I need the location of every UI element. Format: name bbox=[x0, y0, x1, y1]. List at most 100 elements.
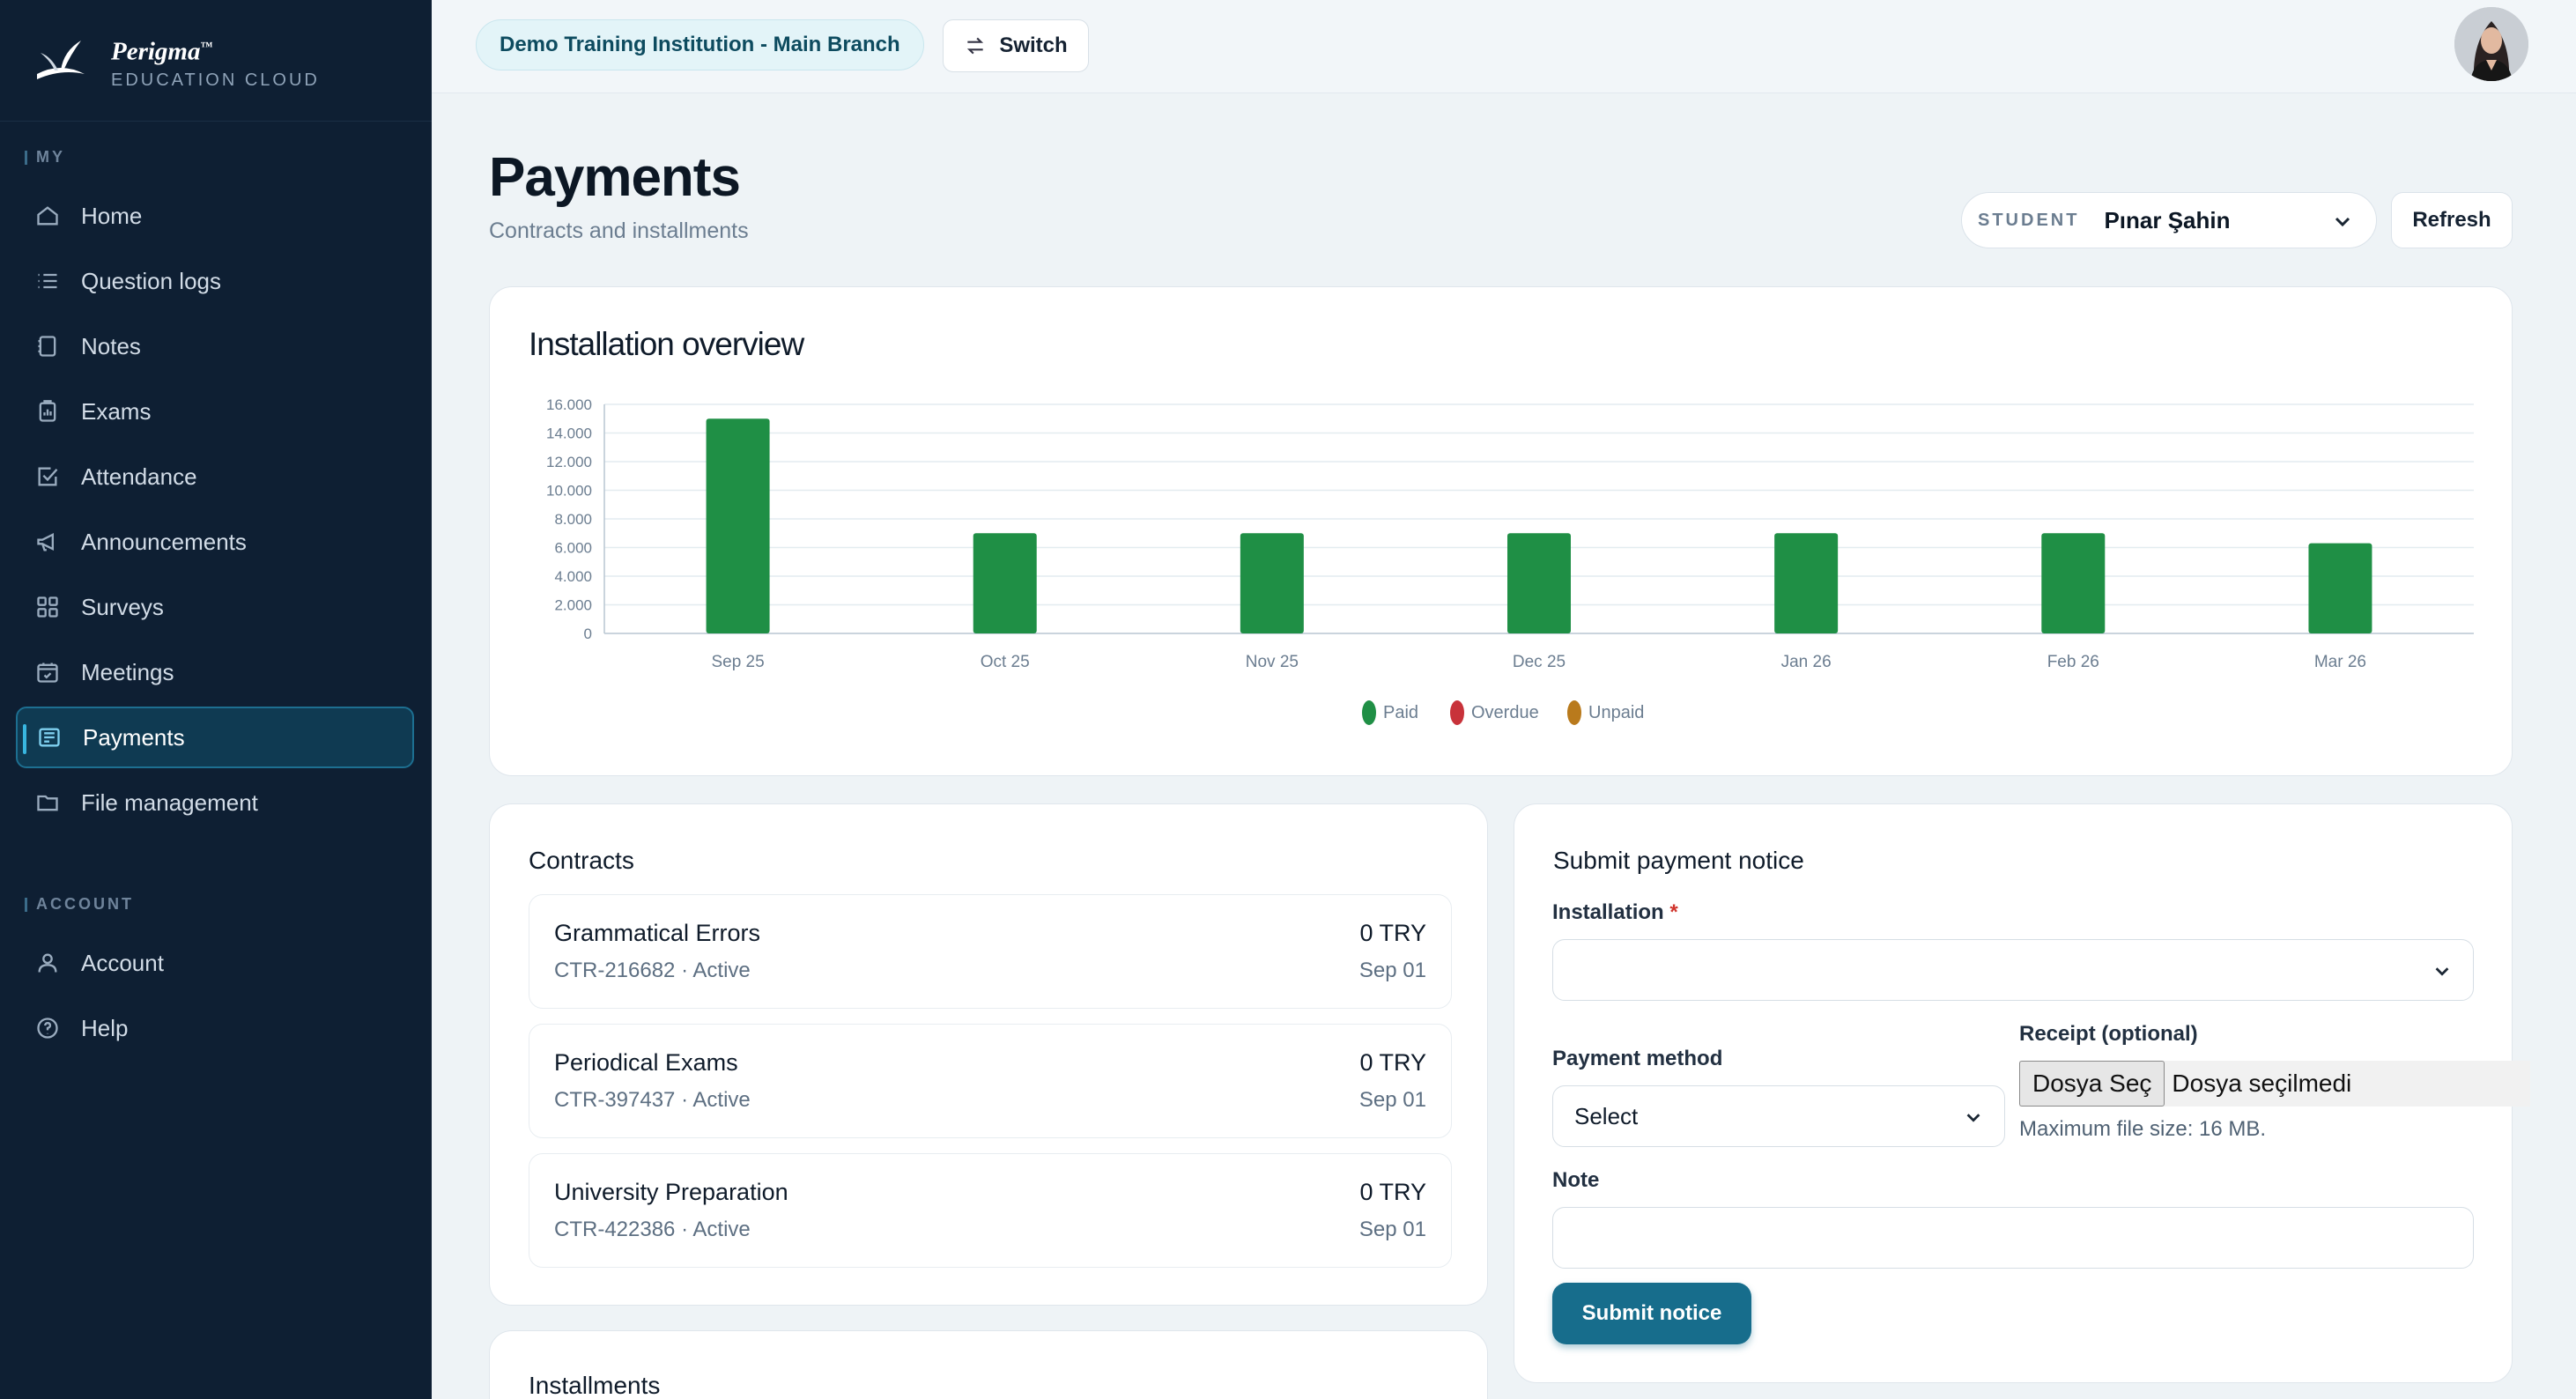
switch-button-label: Switch bbox=[999, 33, 1068, 57]
switch-branch-button[interactable]: Switch bbox=[943, 19, 1089, 72]
sidebar-item-file-management[interactable]: File management bbox=[16, 772, 414, 833]
calendar-check-icon bbox=[33, 658, 62, 686]
contract-meta: CTR-422386 · Active bbox=[554, 1218, 751, 1241]
section-label-my-text: MY bbox=[36, 148, 65, 166]
contract-meta: CTR-397437 · Active bbox=[554, 1088, 751, 1112]
sidebar-item-label: Payments bbox=[83, 723, 185, 751]
contract-row[interactable]: Periodical Exams CTR-397437 · Active 0 T… bbox=[529, 1024, 1452, 1138]
required-mark: * bbox=[1669, 900, 1678, 924]
sidebar-item-label: Meetings bbox=[81, 658, 174, 685]
contract-amount: 0 TRY bbox=[1359, 1179, 1426, 1205]
page-title: Payments bbox=[489, 147, 741, 208]
sidebar-item-label: Question logs bbox=[81, 267, 221, 294]
y-tick-label: 6.000 bbox=[554, 540, 592, 557]
legend-swatch bbox=[1362, 700, 1376, 725]
bar-paid bbox=[973, 533, 1037, 633]
section-label-my: MY bbox=[25, 148, 65, 167]
sidebar-item-attendance[interactable]: Attendance bbox=[16, 446, 414, 507]
installments-title: Installments bbox=[529, 1372, 661, 1399]
contract-row[interactable]: Grammatical Errors CTR-216682 · Active 0… bbox=[529, 894, 1452, 1009]
sidebar-item-home[interactable]: Home bbox=[16, 185, 414, 247]
note-label: Note bbox=[1552, 1168, 1600, 1192]
bar-paid bbox=[1507, 533, 1571, 633]
avatar-portrait-icon bbox=[2454, 7, 2528, 81]
section-label-account-text: ACCOUNT bbox=[36, 895, 134, 913]
payment-method-label: Payment method bbox=[1552, 1047, 1723, 1070]
legend-label: Overdue bbox=[1471, 703, 1539, 722]
sidebar-item-help[interactable]: Help bbox=[16, 997, 414, 1059]
brand-trademark: ™ bbox=[200, 41, 213, 55]
sidebar-item-notes[interactable]: Notes bbox=[16, 315, 414, 377]
page-subtitle: Contracts and installments bbox=[489, 218, 749, 243]
chevron-down-icon bbox=[2435, 967, 2449, 976]
sidebar-item-label: Exams bbox=[81, 397, 152, 425]
note-input[interactable] bbox=[1552, 1207, 2474, 1269]
student-name: Pınar Şahin bbox=[2104, 206, 2231, 233]
bar-paid bbox=[1240, 533, 1304, 633]
contract-name: Periodical Exams bbox=[554, 1049, 738, 1076]
receipt-label: Receipt (optional) bbox=[2019, 1022, 2198, 1046]
contract-name: University Preparation bbox=[554, 1179, 788, 1205]
contract-amount: 0 TRY bbox=[1359, 920, 1426, 946]
contract-row[interactable]: University Preparation CTR-422386 · Acti… bbox=[529, 1153, 1452, 1268]
payments-icon bbox=[35, 723, 63, 751]
bar-paid bbox=[2041, 533, 2106, 633]
x-tick-label: Mar 26 bbox=[2314, 653, 2366, 671]
check-square-icon bbox=[33, 463, 62, 491]
contract-date: Sep 01 bbox=[1358, 1218, 1426, 1241]
student-label: STUDENT bbox=[1978, 210, 2080, 230]
help-icon bbox=[33, 1014, 62, 1042]
contract-date: Sep 01 bbox=[1358, 959, 1426, 982]
contracts-title: Contracts bbox=[529, 847, 634, 874]
sidebar-item-account[interactable]: Account bbox=[16, 932, 414, 994]
sidebar-item-surveys[interactable]: Surveys bbox=[16, 576, 414, 638]
submit-notice-button[interactable]: Submit notice bbox=[1552, 1283, 1751, 1344]
brand[interactable]: Perigma™ EDUCATION CLOUD bbox=[32, 26, 320, 97]
sidebar-item-label: Help bbox=[81, 1014, 129, 1041]
user-icon bbox=[33, 949, 62, 977]
sidebar-item-label: Surveys bbox=[81, 593, 164, 620]
receipt-file-input[interactable]: Dosya Seç Dosya seçilmedi bbox=[2019, 1061, 2530, 1107]
bar-paid bbox=[706, 418, 770, 633]
chevron-down-icon bbox=[2335, 217, 2350, 227]
file-status: Dosya seçilmedi bbox=[2172, 1070, 2352, 1097]
sidebar-item-exams[interactable]: Exams bbox=[16, 381, 414, 442]
x-tick-label: Dec 25 bbox=[1513, 653, 1566, 671]
legend-label: Unpaid bbox=[1588, 703, 1644, 722]
sidebar-item-meetings[interactable]: Meetings bbox=[16, 641, 414, 703]
branch-badge[interactable]: Demo Training Institution - Main Branch bbox=[476, 19, 924, 70]
legend-label: Paid bbox=[1383, 703, 1418, 722]
y-tick-label: 8.000 bbox=[554, 511, 592, 528]
file-size-hint: Maximum file size: 16 MB. bbox=[2019, 1117, 2267, 1141]
y-tick-label: 4.000 bbox=[554, 568, 592, 585]
payment-method-select[interactable]: Select bbox=[1552, 1085, 2005, 1147]
sidebar-item-label: Home bbox=[81, 202, 143, 229]
contract-meta: CTR-216682 · Active bbox=[554, 959, 751, 982]
sidebar-item-announcements[interactable]: Announcements bbox=[16, 511, 414, 573]
book-feather-logo-icon bbox=[37, 41, 85, 79]
sidebar-item-question-logs[interactable]: Question logs bbox=[16, 250, 414, 312]
sidebar-item-label: Account bbox=[81, 949, 164, 976]
sidebar-item-label: Announcements bbox=[81, 528, 247, 555]
megaphone-icon bbox=[33, 528, 62, 556]
student-select[interactable]: STUDENT Pınar Şahin bbox=[1961, 192, 2377, 248]
installation-field-label: Installation * bbox=[1552, 900, 1678, 925]
payment-method-value: Select bbox=[1574, 1102, 1639, 1129]
contract-name: Grammatical Errors bbox=[554, 920, 761, 946]
contracts-card: Contracts Grammatical Errors CTR-216682 … bbox=[489, 803, 1488, 1306]
installation-select[interactable] bbox=[1552, 939, 2474, 1001]
user-avatar[interactable] bbox=[2454, 7, 2528, 81]
sidebar-item-label: Notes bbox=[81, 332, 141, 359]
folder-icon bbox=[33, 788, 62, 817]
x-tick-label: Nov 25 bbox=[1246, 653, 1299, 671]
y-tick-label: 2.000 bbox=[554, 597, 592, 614]
y-tick-label: 16.000 bbox=[546, 396, 592, 413]
note-icon bbox=[33, 332, 62, 360]
choose-file-button[interactable]: Dosya Seç bbox=[2019, 1061, 2165, 1107]
chevron-down-icon bbox=[1966, 1114, 1980, 1122]
sidebar-item-payments[interactable]: Payments bbox=[16, 707, 414, 768]
refresh-button[interactable]: Refresh bbox=[2391, 192, 2513, 248]
brand-tagline: EDUCATION CLOUD bbox=[111, 70, 320, 90]
contract-date: Sep 01 bbox=[1358, 1088, 1426, 1112]
chart-title: Installation overview bbox=[529, 326, 804, 362]
